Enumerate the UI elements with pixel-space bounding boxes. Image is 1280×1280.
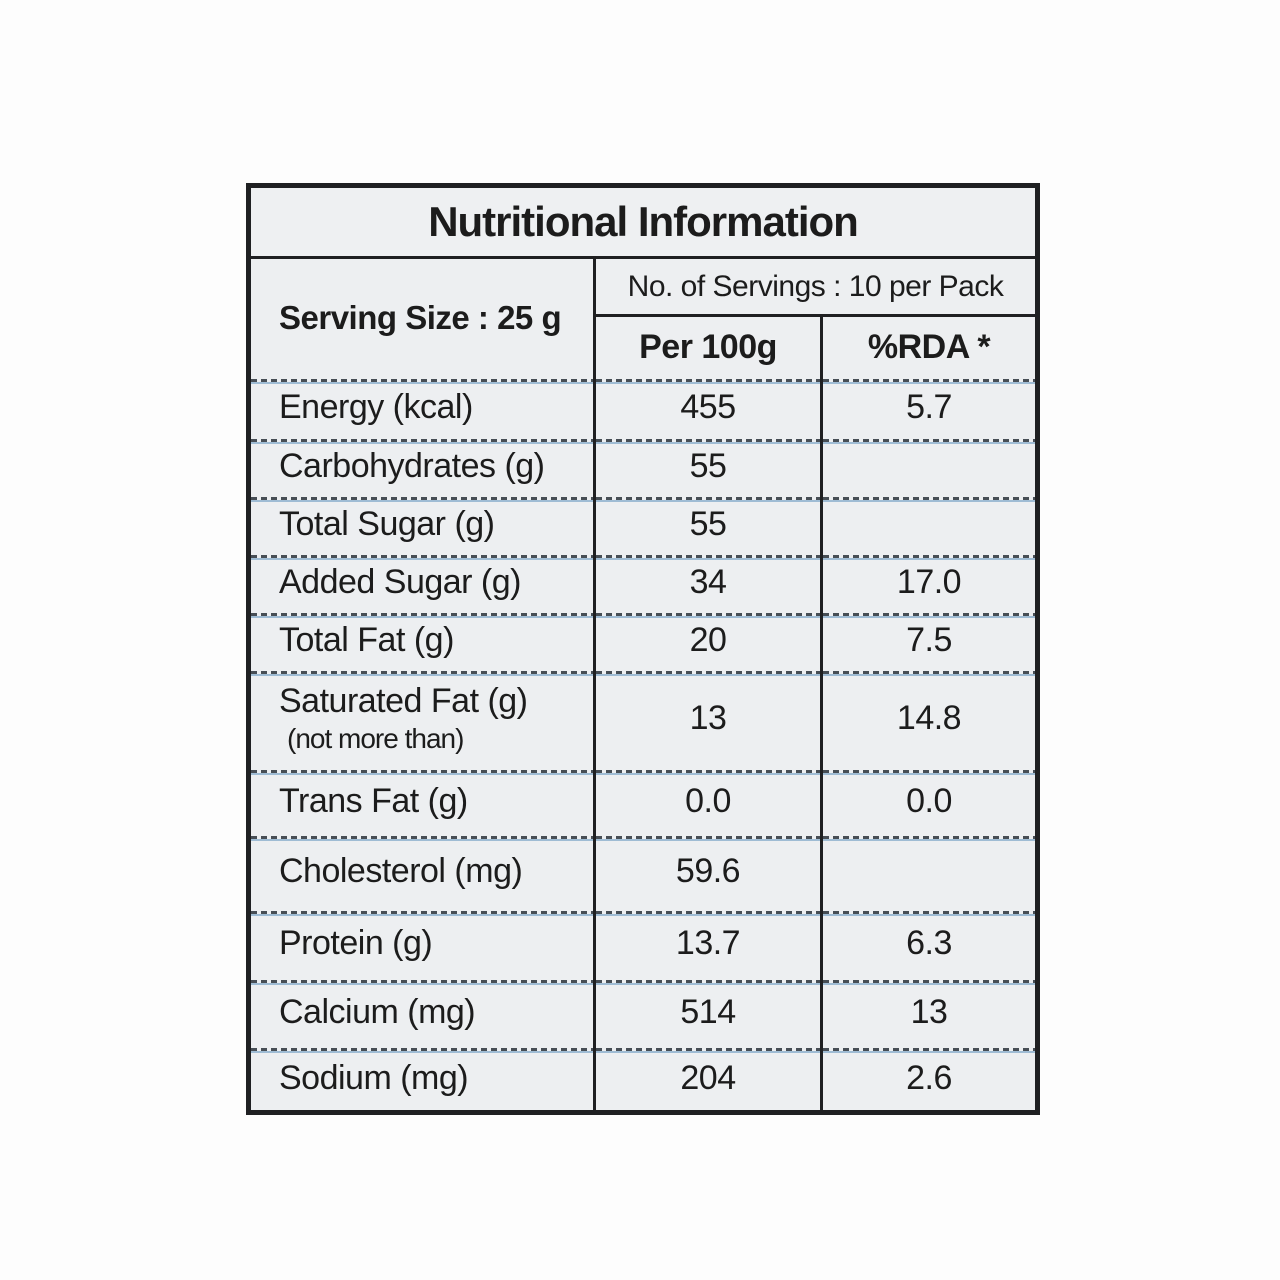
table-row-calcium: Calcium (mg) 514 13 — [251, 978, 1036, 1046]
row-rda-value: 13 — [823, 978, 1036, 1046]
row-label: Energy (kcal) — [251, 377, 596, 437]
row-per100-value: 204 — [596, 1046, 823, 1110]
table-row-total-fat: Total Fat (g) 20 7.5 — [251, 611, 1036, 669]
row-rda-value: 17.0 — [823, 553, 1036, 611]
table-title: Nutritional Information — [251, 188, 1036, 259]
row-label: Total Sugar (g) — [251, 495, 596, 553]
row-per100-value: 0.0 — [596, 768, 823, 834]
row-label: Added Sugar (g) — [251, 553, 596, 611]
servings-per-pack-label: No. of Servings : 10 per Pack — [596, 259, 1036, 317]
table-row-trans-fat: Trans Fat (g) 0.0 0.0 — [251, 768, 1036, 834]
row-label: Calcium (mg) — [251, 978, 596, 1046]
row-rda-value — [823, 495, 1036, 553]
row-label: Sodium (mg) — [251, 1046, 596, 1110]
row-label: Total Fat (g) — [251, 611, 596, 669]
row-per100-value: 34 — [596, 553, 823, 611]
row-rda-value: 14.8 — [823, 669, 1036, 768]
table-row-energy: Energy (kcal) 455 5.7 — [251, 377, 1036, 437]
table-row-cholesterol: Cholesterol (mg) 59.6 — [251, 834, 1036, 909]
table-row-total-sugar: Total Sugar (g) 55 — [251, 495, 1036, 553]
table-row-sodium: Sodium (mg) 204 2.6 — [251, 1046, 1036, 1110]
row-per100-value: 20 — [596, 611, 823, 669]
row-sublabel: (not more than) — [287, 723, 464, 754]
row-rda-value: 2.6 — [823, 1046, 1036, 1110]
row-label: Trans Fat (g) — [251, 768, 596, 834]
row-label: Cholesterol (mg) — [251, 834, 596, 909]
row-per100-value: 13.7 — [596, 909, 823, 978]
table-row-protein: Protein (g) 13.7 6.3 — [251, 909, 1036, 978]
row-per100-value: 55 — [596, 437, 823, 495]
nutrition-table: Nutritional Information Serving Size : 2… — [246, 183, 1041, 1115]
row-per100-value: 59.6 — [596, 834, 823, 909]
column-header-per100g: Per 100g — [596, 317, 823, 377]
row-per100-value: 514 — [596, 978, 823, 1046]
row-rda-value: 7.5 — [823, 611, 1036, 669]
table-row-added-sugar: Added Sugar (g) 34 17.0 — [251, 553, 1036, 611]
row-rda-value — [823, 437, 1036, 495]
column-header-row: Per 100g %RDA * — [251, 317, 1036, 377]
serving-size-label: Serving Size : 25 g — [251, 259, 596, 377]
row-label: Carbohydrates (g) — [251, 437, 596, 495]
title-row: Nutritional Information — [251, 188, 1036, 259]
row-label: Protein (g) — [251, 909, 596, 978]
row-rda-value: 6.3 — [823, 909, 1036, 978]
table-row-saturated-fat: Saturated Fat (g) (not more than) 13 14.… — [251, 669, 1036, 768]
row-rda-value: 5.7 — [823, 377, 1036, 437]
servings-row: Serving Size : 25 g No. of Servings : 10… — [251, 259, 1036, 377]
table-row-carbohydrates: Carbohydrates (g) 55 — [251, 437, 1036, 495]
row-rda-value — [823, 834, 1036, 909]
row-per100-value: 13 — [596, 669, 823, 768]
row-per100-value: 455 — [596, 377, 823, 437]
column-header-rda: %RDA * — [823, 317, 1036, 377]
row-per100-value: 55 — [596, 495, 823, 553]
row-rda-value: 0.0 — [823, 768, 1036, 834]
row-label: Saturated Fat (g) — [279, 682, 528, 720]
